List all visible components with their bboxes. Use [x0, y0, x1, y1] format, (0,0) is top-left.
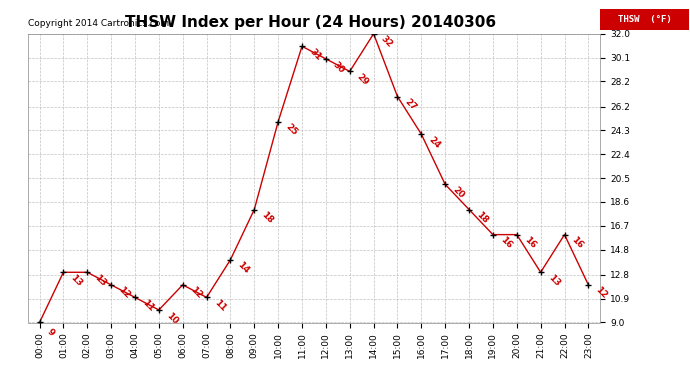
- Text: Copyright 2014 Cartronics.com: Copyright 2014 Cartronics.com: [28, 19, 169, 28]
- Text: 16: 16: [522, 235, 538, 250]
- Text: 12: 12: [594, 285, 609, 301]
- Text: 11: 11: [141, 298, 156, 313]
- Text: THSW Index per Hour (24 Hours) 20140306: THSW Index per Hour (24 Hours) 20140306: [125, 15, 496, 30]
- Text: 32: 32: [380, 34, 395, 50]
- Text: 25: 25: [284, 122, 299, 138]
- Text: 14: 14: [236, 260, 251, 276]
- Text: 18: 18: [260, 210, 275, 225]
- Text: 16: 16: [570, 235, 585, 250]
- Text: THSW  (°F): THSW (°F): [618, 15, 671, 24]
- Text: 16: 16: [498, 235, 513, 250]
- Text: 9: 9: [45, 327, 56, 338]
- Text: 20: 20: [451, 185, 466, 200]
- Text: 30: 30: [331, 60, 346, 75]
- Text: 29: 29: [355, 72, 371, 87]
- Text: 27: 27: [403, 97, 418, 112]
- Text: 24: 24: [427, 135, 442, 150]
- Text: 12: 12: [117, 285, 132, 301]
- Text: 18: 18: [475, 210, 490, 225]
- Text: 11: 11: [212, 298, 227, 313]
- Text: 12: 12: [188, 285, 204, 301]
- Text: 13: 13: [93, 273, 108, 288]
- Text: 10: 10: [164, 311, 179, 326]
- Text: 13: 13: [546, 273, 562, 288]
- Text: 31: 31: [308, 47, 323, 62]
- Text: 13: 13: [69, 273, 84, 288]
